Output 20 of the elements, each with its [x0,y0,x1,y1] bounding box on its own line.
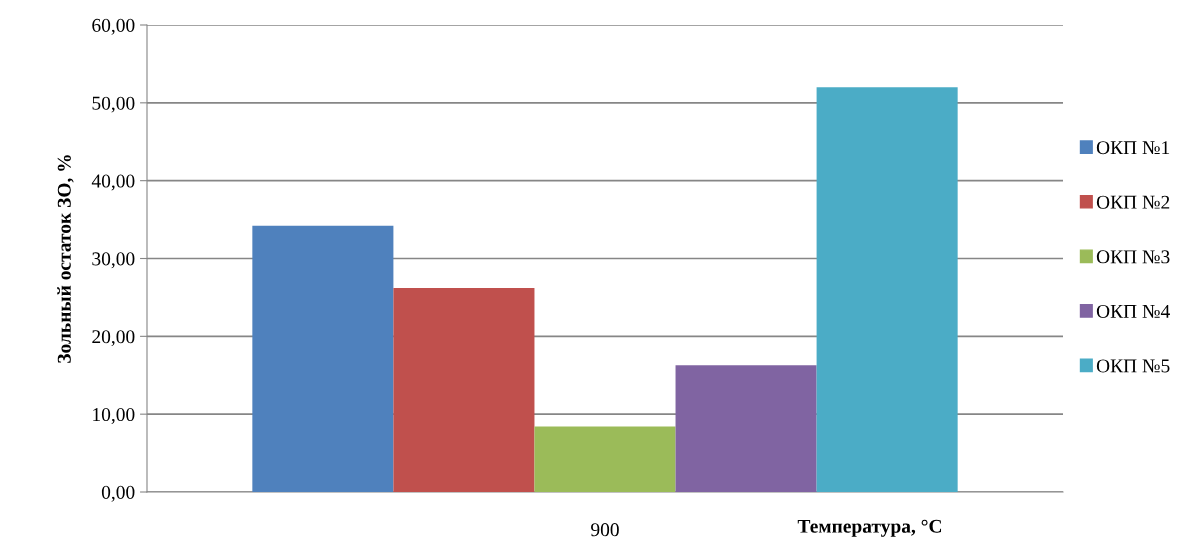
y-tick-label: 50,00 [92,96,135,113]
legend-label: ОКП №2 [1096,195,1170,209]
legend-label: ОКП №5 [1096,359,1170,373]
y-axis-title: Зольный остаток ЗО, % [57,155,74,363]
y-tick-label: 0,00 [101,485,135,502]
bar [252,225,394,492]
bar [675,365,817,492]
y-tick-label: 60,00 [92,18,135,35]
y-tick-label: 30,00 [92,252,135,269]
legend-label: ОКП №3 [1096,250,1170,264]
x-axis-title: Температура, °C [797,519,942,537]
legend-label: ОКП №1 [1096,141,1170,155]
y-tick-label: 20,00 [92,330,135,347]
bar [816,87,958,492]
legend-label: ОКП №4 [1096,304,1170,318]
bar [534,426,676,492]
y-tick-label: 10,00 [93,407,135,424]
bar [393,288,535,492]
y-tick-label: 40,00 [91,174,135,191]
x-tick-label: 900 [591,523,619,537]
